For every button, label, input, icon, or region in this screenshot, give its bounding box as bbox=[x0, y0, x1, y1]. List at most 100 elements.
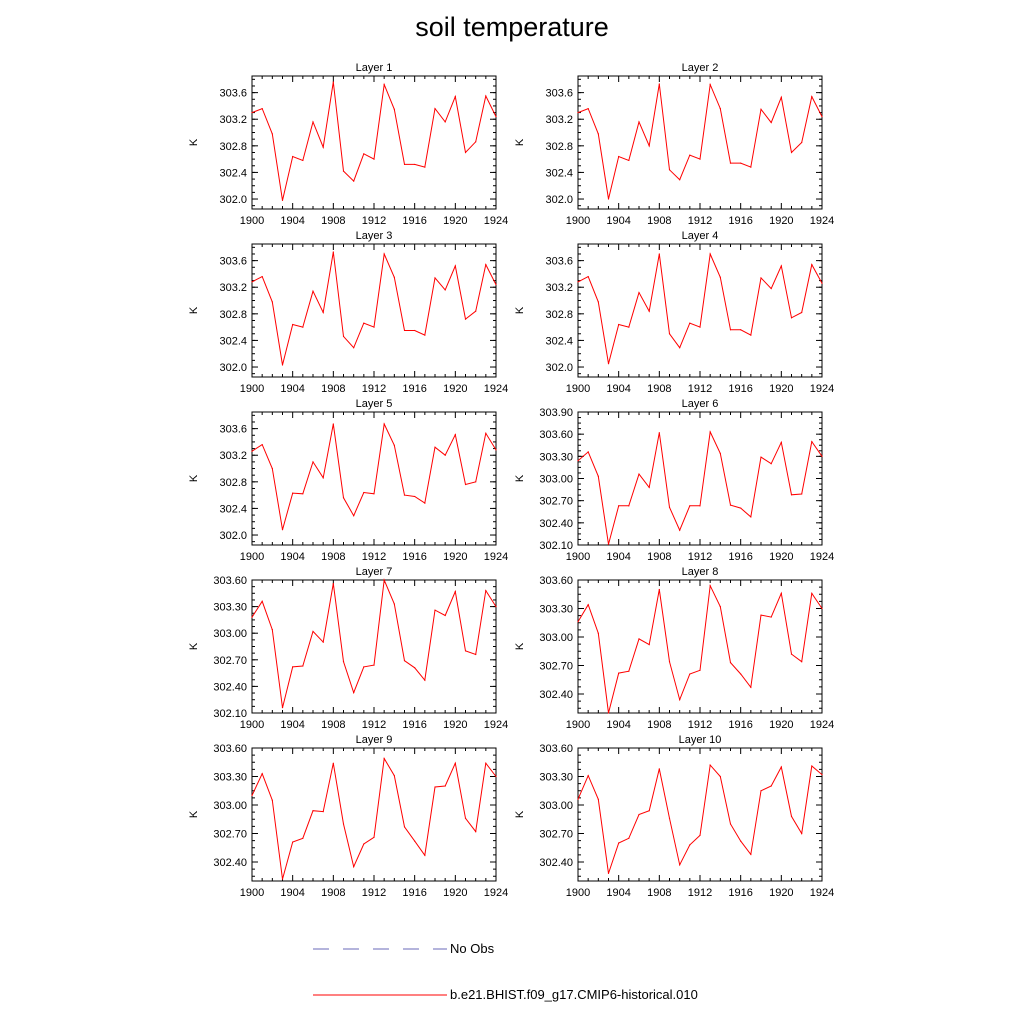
data-point bbox=[658, 588, 660, 591]
data-point bbox=[475, 831, 477, 833]
y-tick-label: 303.00 bbox=[539, 474, 573, 486]
x-tick-label: 1924 bbox=[810, 383, 834, 395]
data-point bbox=[709, 431, 711, 433]
data-point bbox=[393, 603, 395, 605]
data-point bbox=[607, 363, 610, 365]
data-point bbox=[607, 872, 610, 875]
data-point bbox=[353, 180, 355, 182]
x-tick-label: 1920 bbox=[769, 719, 793, 731]
data-point bbox=[729, 329, 732, 331]
data-point bbox=[729, 823, 732, 825]
x-tick-label: 1920 bbox=[443, 719, 467, 731]
data-point bbox=[261, 773, 263, 775]
data-point bbox=[302, 665, 304, 667]
data-point bbox=[628, 837, 630, 839]
data-point bbox=[414, 495, 416, 498]
data-point bbox=[281, 707, 284, 709]
data-point bbox=[271, 133, 273, 135]
x-tick-label: 1904 bbox=[606, 719, 630, 731]
y-tick-label: 303.60 bbox=[539, 429, 573, 441]
x-tick-label: 1904 bbox=[280, 719, 304, 731]
x-tick-label: 1900 bbox=[566, 887, 590, 899]
data-point bbox=[780, 265, 782, 267]
data-point bbox=[780, 766, 782, 768]
data-point bbox=[332, 423, 334, 425]
data-point bbox=[760, 614, 762, 616]
data-point bbox=[577, 281, 579, 283]
data-point bbox=[821, 774, 823, 776]
x-tick-label: 1900 bbox=[240, 719, 264, 731]
x-tick-label: 1908 bbox=[647, 551, 671, 563]
data-point bbox=[638, 121, 640, 123]
y-tick-label: 303.60 bbox=[213, 575, 247, 587]
data-point bbox=[251, 794, 253, 797]
y-tick-label: 302.4 bbox=[545, 335, 573, 347]
data-point bbox=[444, 614, 446, 617]
data-point bbox=[668, 817, 671, 819]
x-tick-label: 1900 bbox=[566, 383, 590, 395]
data-point bbox=[444, 785, 446, 787]
x-tick-label: 1908 bbox=[647, 887, 671, 899]
data-point bbox=[485, 762, 487, 764]
data-point bbox=[332, 81, 334, 83]
data-point bbox=[679, 179, 681, 181]
data-point bbox=[770, 287, 772, 290]
data-point bbox=[302, 837, 304, 839]
panel-title: Layer 4 bbox=[682, 230, 719, 242]
x-tick-label: 1924 bbox=[484, 551, 508, 563]
data-point bbox=[281, 364, 284, 366]
data-point bbox=[464, 318, 467, 320]
data-point bbox=[271, 301, 273, 303]
x-tick-label: 1916 bbox=[728, 887, 752, 899]
x-tick-label: 1900 bbox=[566, 719, 590, 731]
data-point bbox=[597, 301, 599, 303]
data-point bbox=[607, 198, 610, 200]
x-tick-label: 1924 bbox=[484, 719, 508, 731]
data-point bbox=[475, 141, 477, 143]
data-point bbox=[658, 83, 660, 85]
data-point bbox=[281, 529, 284, 531]
data-point bbox=[261, 600, 263, 602]
y-tick-label: 303.6 bbox=[219, 424, 247, 436]
x-tick-label: 1900 bbox=[240, 215, 264, 227]
data-point bbox=[424, 502, 426, 504]
x-tick-label: 1924 bbox=[810, 215, 834, 227]
data-point bbox=[607, 543, 610, 545]
data-point bbox=[577, 798, 579, 800]
y-tick-label: 303.00 bbox=[213, 800, 247, 812]
data-point bbox=[251, 281, 253, 283]
data-point bbox=[312, 461, 314, 463]
x-tick-label: 1920 bbox=[443, 383, 467, 395]
data-point bbox=[607, 712, 610, 714]
series-line bbox=[577, 82, 823, 200]
data-point bbox=[495, 606, 497, 608]
data-point bbox=[373, 158, 375, 160]
series-line bbox=[577, 430, 823, 545]
x-tick-label: 1924 bbox=[484, 383, 508, 395]
x-tick-label: 1900 bbox=[566, 215, 590, 227]
data-point bbox=[281, 199, 284, 201]
panel-title: Layer 7 bbox=[356, 566, 393, 578]
y-tick-label: 302.0 bbox=[545, 362, 573, 374]
panel-8: Layer 8 K 1900 1904 1908 1912 1916 1920 1924 302.… bbox=[514, 566, 834, 731]
y-axis-label: K bbox=[188, 306, 200, 314]
y-axis-label: K bbox=[188, 642, 200, 650]
y-tick-label: 302.8 bbox=[545, 309, 573, 321]
x-tick-label: 1900 bbox=[240, 551, 264, 563]
data-point bbox=[353, 692, 355, 694]
data-point bbox=[444, 121, 446, 123]
panel-4: Layer 4 K 1900 1904 1908 1912 1916 1920 1924 302.… bbox=[514, 230, 834, 395]
y-tick-label: 303.6 bbox=[219, 256, 247, 268]
y-tick-label: 303.30 bbox=[213, 772, 247, 784]
data-point bbox=[312, 290, 314, 292]
data-point bbox=[261, 443, 263, 446]
data-point bbox=[383, 579, 385, 581]
series-line bbox=[251, 756, 497, 880]
data-point bbox=[740, 162, 742, 164]
data-point bbox=[780, 592, 782, 594]
x-tick-label: 1924 bbox=[810, 719, 834, 731]
data-point bbox=[689, 673, 691, 675]
data-point bbox=[648, 310, 650, 312]
y-tick-label: 303.30 bbox=[213, 602, 247, 614]
x-tick-label: 1920 bbox=[443, 887, 467, 899]
